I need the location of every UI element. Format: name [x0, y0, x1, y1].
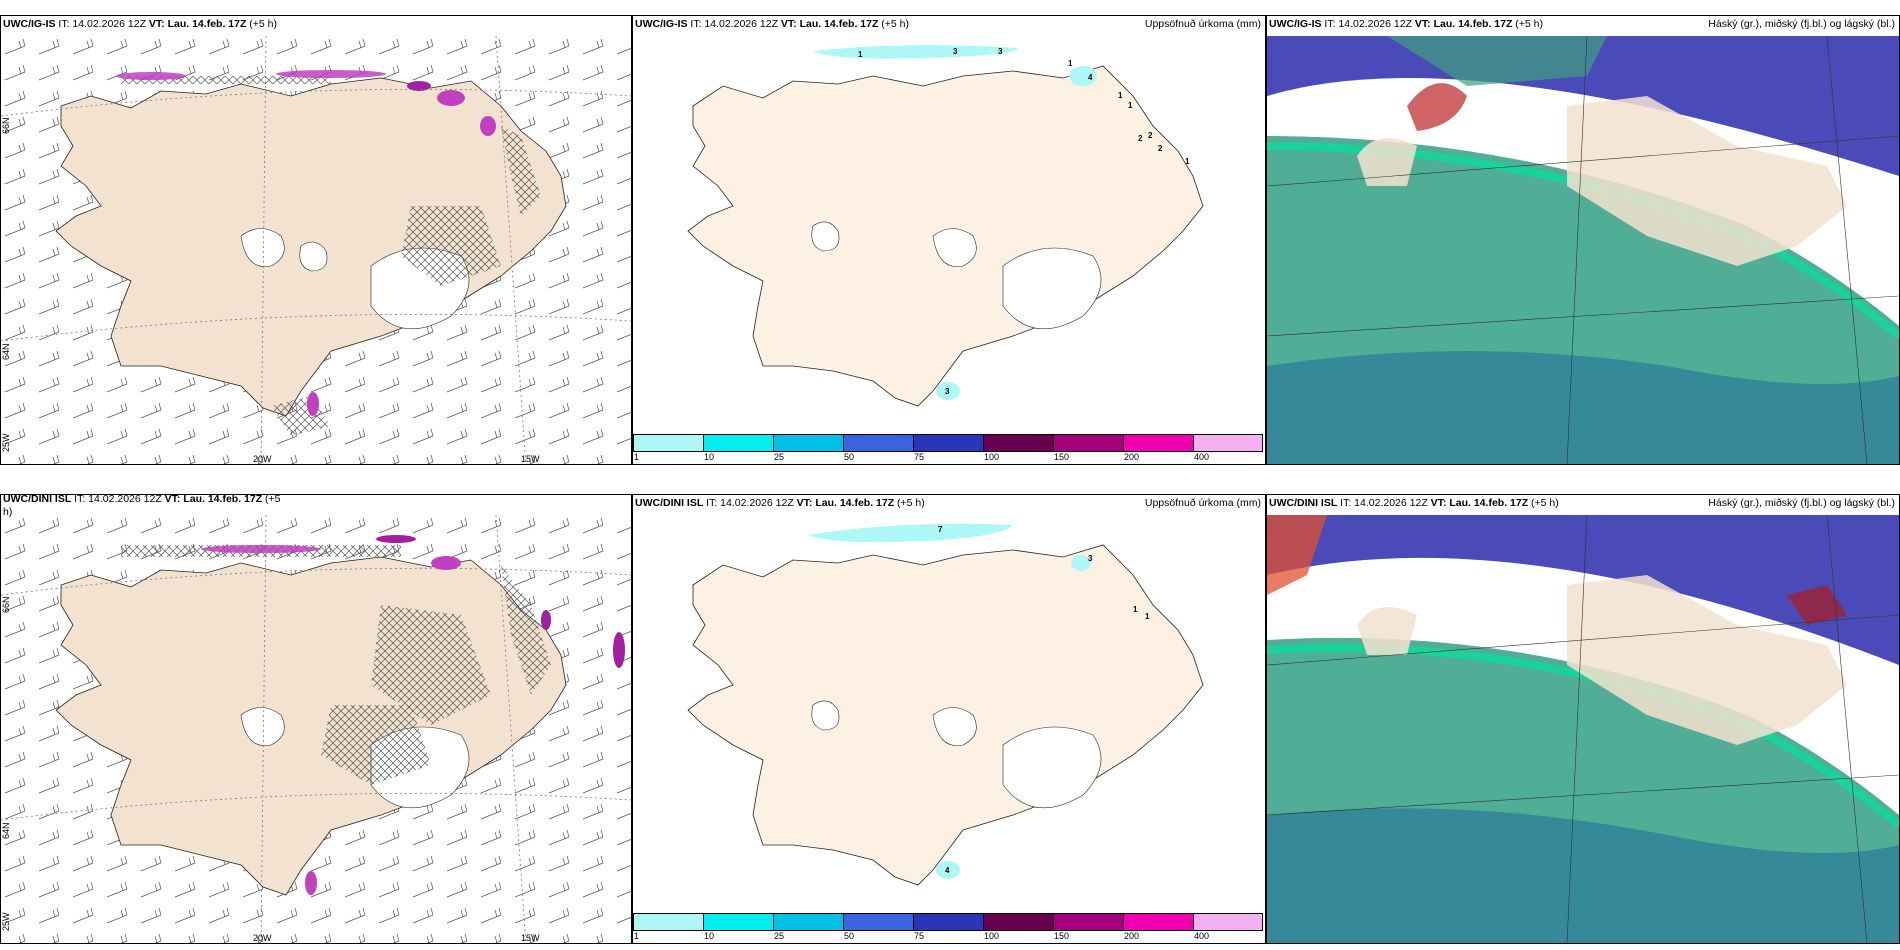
lat-label-66n: 66N [1, 117, 11, 134]
precip-label: 1 [1145, 612, 1150, 621]
colorbar-swatch [773, 434, 844, 452]
colorbar-tick: 50 [844, 452, 855, 462]
colorbar-tick: 75 [914, 931, 925, 941]
colorbar-swatch [633, 913, 704, 931]
precip-label: 1 [858, 50, 863, 59]
panel-subtitle: Uppsöfnuð úrkoma (mm) [1144, 18, 1261, 30]
colorbar-tick: 400 [1194, 931, 1210, 941]
map-panel-dini-wind: UWC/DINI ISL IT: 14.02.2026 12Z VT: Lau.… [0, 494, 632, 944]
colorbar-swatch [843, 913, 914, 931]
precip-label: 1 [1133, 605, 1138, 614]
map-panel-igis-wind: UWC/IG-IS IT: 14.02.2026 12Z VT: Lau. 14… [0, 15, 632, 465]
colorbar-swatch [1193, 434, 1263, 452]
colorbar-swatch [773, 913, 844, 931]
colorbar-tick: 150 [1054, 452, 1070, 462]
lat-label-64n: 64N [1, 822, 11, 839]
precip-map: 1 3 3 1 4 1 1 2 2 2 1 3 [687, 45, 1204, 407]
colorbar-tick: 10 [704, 931, 715, 941]
precip-label: 2 [1138, 134, 1143, 143]
map-panel-dini-precip: UWC/DINI ISL IT: 14.02.2026 12Z VT: Lau.… [632, 494, 1266, 944]
wind-map: 66N 64N 25W 20W 15W [1, 36, 631, 464]
colorbar-swatch [1053, 913, 1124, 931]
panel-subtitle: Háský (gr.), miðský (fj.bl.) og lágský (… [1708, 18, 1895, 30]
cloud-map [1267, 515, 1899, 943]
colorbar-tick: 75 [914, 452, 925, 462]
panel-subtitle: Uppsöfnuð úrkoma (mm) [1144, 497, 1261, 509]
colorbar: 1 10 25 50 75 100 150 200 400 [633, 434, 1263, 464]
lon-label-25w: 25W [1, 433, 11, 452]
lat-label-66n: 66N [1, 596, 11, 613]
colorbar-tick: 10 [704, 452, 715, 462]
precip-label: 7 [938, 525, 943, 534]
panel-subtitle: Háský (gr.), miðský (fj.bl.) og lágský (… [1708, 497, 1895, 509]
precip-label: 4 [1088, 73, 1093, 82]
colorbar-swatch [913, 434, 984, 452]
colorbar-tick: 25 [774, 931, 785, 941]
precip-label: 3 [998, 47, 1003, 56]
colorbar-swatch [1123, 434, 1194, 452]
colorbar-tick: 200 [1124, 931, 1140, 941]
precip-label: 3 [1088, 554, 1093, 563]
precip-label: 2 [1148, 131, 1153, 140]
colorbar-tick: 1 [634, 452, 640, 462]
colorbar-tick: 200 [1124, 452, 1140, 462]
precip-label: 1 [1128, 101, 1133, 110]
lat-label-64n: 64N [1, 343, 11, 360]
precip-label: 1 [1118, 91, 1123, 100]
colorbar-swatch [703, 434, 774, 452]
colorbar-swatch [703, 913, 774, 931]
map-panel-igis-precip: UWC/IG-IS IT: 14.02.2026 12Z VT: Lau. 14… [632, 15, 1266, 465]
colorbar-tick: 1 [634, 931, 640, 941]
colorbar-tick: 25 [774, 452, 785, 462]
cloud-map [1267, 36, 1899, 464]
colorbar-swatch [843, 434, 914, 452]
panel-title: UWC/IG-IS IT: 14.02.2026 12Z VT: Lau. 14… [1269, 18, 1544, 30]
wind-map: 66N 64N 25W 20W 15W [1, 515, 631, 943]
precip-map: 7 3 1 1 4 [687, 523, 1204, 886]
panel-title: UWC/DINI ISL IT: 14.02.2026 12Z VT: Lau.… [1269, 497, 1559, 509]
colorbar: 1 10 25 50 75 100 150 200 400 [633, 913, 1263, 943]
map-panel-igis-cloud: UWC/IG-IS IT: 14.02.2026 12Z VT: Lau. 14… [1266, 15, 1900, 465]
lon-label-20w: 20W [253, 933, 272, 943]
panel-title: UWC/IG-IS IT: 14.02.2026 12Z VT: Lau. 14… [635, 18, 910, 30]
precip-label: 2 [1158, 144, 1163, 153]
colorbar-swatch [983, 434, 1054, 452]
colorbar-swatch [1123, 913, 1194, 931]
precip-label: 4 [945, 866, 950, 875]
precip-label: 3 [945, 387, 950, 396]
lon-label-15w: 15W [521, 933, 540, 943]
colorbar-tick: 100 [984, 931, 1000, 941]
colorbar-swatch [913, 913, 984, 931]
map-panel-dini-cloud: UWC/DINI ISL IT: 14.02.2026 12Z VT: Lau.… [1266, 494, 1900, 944]
colorbar-swatch [633, 434, 704, 452]
precip-label: 1 [1185, 157, 1190, 166]
colorbar-swatch [1193, 913, 1263, 931]
colorbar-tick: 100 [984, 452, 1000, 462]
colorbar-swatch [1053, 434, 1124, 452]
colorbar-tick: 400 [1194, 452, 1210, 462]
lon-label-25w: 25W [1, 912, 11, 931]
colorbar-tick: 50 [844, 931, 855, 941]
colorbar-swatch [983, 913, 1054, 931]
panel-title: UWC/IG-IS IT: 14.02.2026 12Z VT: Lau. 14… [3, 18, 278, 30]
colorbar-tick: 150 [1054, 931, 1070, 941]
panel-title: UWC/DINI ISL IT: 14.02.2026 12Z VT: Lau.… [3, 494, 281, 518]
lon-label-20w: 20W [253, 454, 272, 464]
precip-label: 1 [1068, 59, 1073, 68]
panel-title: UWC/DINI ISL IT: 14.02.2026 12Z VT: Lau.… [635, 497, 925, 509]
lon-label-15w: 15W [521, 454, 540, 464]
precip-label: 3 [953, 47, 958, 56]
